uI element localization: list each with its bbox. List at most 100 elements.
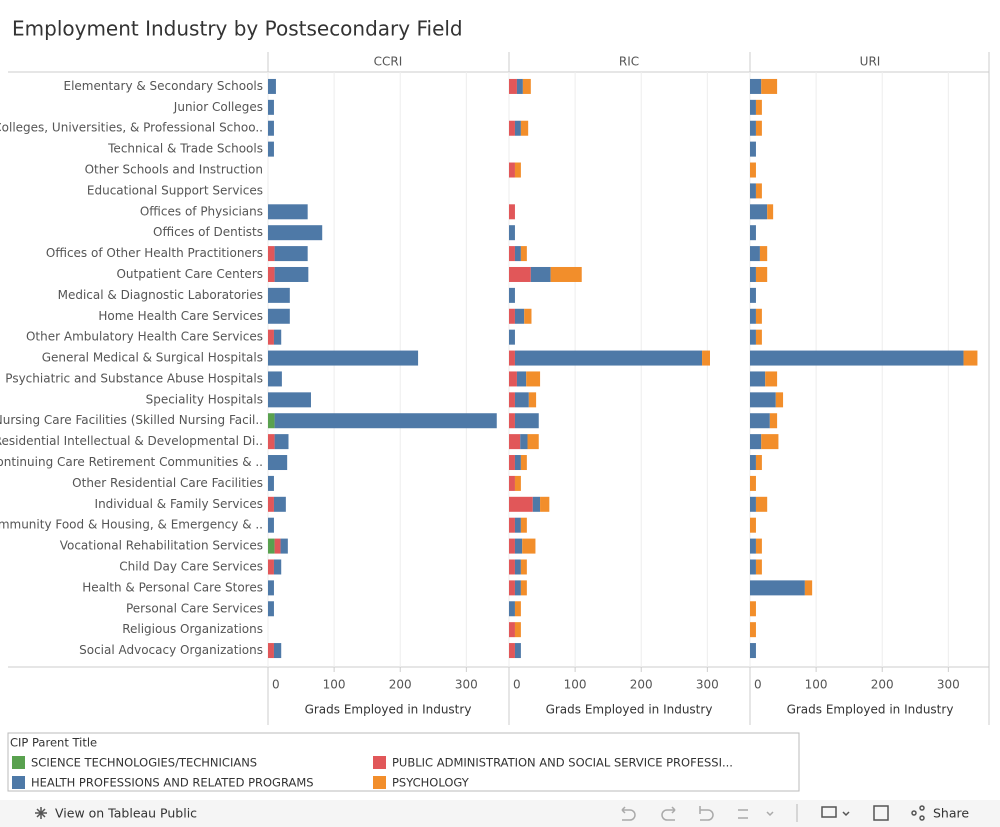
- bar-segment: [514, 517, 521, 533]
- bar-segment: [550, 266, 582, 282]
- bar-segment: [514, 559, 521, 575]
- bar-segment: [530, 266, 551, 282]
- bar-segment: [268, 308, 290, 324]
- bar-segment: [268, 78, 276, 94]
- x-tick-label: 300: [937, 678, 960, 692]
- bar-segment: [268, 225, 323, 241]
- bar-segment: [274, 538, 281, 554]
- category-label: Continuing Care Retirement Communities &…: [0, 455, 263, 469]
- bar-segment: [514, 350, 703, 366]
- x-tick-label: 200: [389, 678, 412, 692]
- x-axis-title: Grads Employed in Industry: [546, 703, 713, 717]
- bar-segment: [750, 204, 768, 220]
- bar-segment: [750, 622, 756, 638]
- chart-title: Employment Industry by Postsecondary Fie…: [12, 17, 463, 41]
- bar-segment: [274, 266, 309, 282]
- bar-segment: [750, 246, 760, 262]
- x-tick-label: 100: [564, 678, 587, 692]
- bar-segment: [268, 496, 274, 512]
- category-label: Residential Intellectual & Developmental…: [0, 434, 263, 448]
- bar-segment: [516, 78, 523, 94]
- share-button[interactable]: Share: [933, 806, 969, 821]
- bar-segment: [268, 141, 274, 157]
- bar-segment: [280, 538, 288, 554]
- category-label: Educational Support Services: [87, 183, 263, 197]
- bar-segment: [750, 141, 756, 157]
- bar-segment: [509, 601, 515, 617]
- bar-segment: [520, 455, 527, 471]
- bar-segment: [509, 475, 515, 491]
- bar-segment: [268, 266, 275, 282]
- bar-segment: [750, 392, 776, 408]
- x-tick-label: 100: [323, 678, 346, 692]
- bar-segment: [509, 225, 515, 241]
- category-label: Colleges, Universities, & Professional S…: [0, 121, 263, 135]
- bar-segment: [520, 580, 527, 596]
- bar-segment: [520, 517, 527, 533]
- bar-segment: [527, 434, 539, 450]
- x-tick-label: 0: [272, 678, 280, 692]
- bar-segment: [509, 246, 515, 262]
- toolbar-icons[interactable]: [621, 804, 925, 822]
- category-label: Nursing Care Facilities (Skilled Nursing…: [0, 413, 263, 427]
- toolbar: [0, 800, 1000, 827]
- bar-segment: [514, 475, 521, 491]
- bar-segment: [268, 350, 419, 366]
- bar-segment: [509, 350, 515, 366]
- bar-segment: [755, 538, 762, 554]
- bar-segment: [755, 266, 768, 282]
- category-label: Offices of Physicians: [140, 204, 263, 218]
- bar-segment: [755, 496, 768, 512]
- x-tick-label: 0: [513, 678, 521, 692]
- category-label: Medical & Diagnostic Laboratories: [58, 288, 263, 302]
- bar-segment: [528, 392, 537, 408]
- bar-segment: [509, 162, 515, 178]
- bar-segment: [509, 308, 515, 324]
- bar-segment: [755, 455, 762, 471]
- bar-segment: [750, 455, 756, 471]
- bar-segment: [514, 246, 521, 262]
- category-label: Other Schools and Instruction: [85, 163, 263, 177]
- bar-segment: [520, 246, 527, 262]
- bar-segment: [750, 99, 756, 115]
- bar-segment: [761, 434, 779, 450]
- bar-segment: [509, 538, 515, 554]
- bar-segment: [509, 392, 515, 408]
- bar-segment: [750, 538, 756, 554]
- bar-segment: [268, 475, 274, 491]
- bar-segment: [755, 308, 762, 324]
- legend-swatch: [12, 756, 25, 769]
- bar-segment: [273, 329, 282, 345]
- bar-segment: [520, 434, 528, 450]
- tableau-icon[interactable]: [35, 807, 47, 819]
- legend-label: PUBLIC ADMINISTRATION AND SOCIAL SERVICE…: [392, 756, 733, 770]
- bar-segment: [750, 350, 964, 366]
- category-label: Health & Personal Care Stores: [82, 580, 263, 594]
- bar-segment: [268, 455, 288, 471]
- bar-segment: [509, 580, 515, 596]
- category-label: Speciality Hospitals: [146, 392, 263, 406]
- bar-segment: [759, 246, 768, 262]
- bar-segment: [268, 434, 275, 450]
- bar-segment: [750, 329, 756, 345]
- bar-segment: [963, 350, 978, 366]
- bar-segment: [702, 350, 710, 366]
- bar-segment: [750, 601, 756, 617]
- bar-segment: [750, 266, 756, 282]
- bar-segment: [273, 559, 282, 575]
- view-link[interactable]: View on Tableau Public: [55, 806, 197, 821]
- legend-swatch: [373, 776, 386, 789]
- bar-segment: [509, 120, 515, 136]
- bar-segment: [522, 538, 536, 554]
- bar-segment: [520, 559, 527, 575]
- bar-segment: [516, 371, 527, 387]
- bar-segment: [750, 434, 762, 450]
- bar-segment: [509, 559, 515, 575]
- bar-segment: [509, 329, 515, 345]
- category-label: Outpatient Care Centers: [116, 267, 263, 281]
- x-axis-title: Grads Employed in Industry: [787, 703, 954, 717]
- bar-segment: [268, 287, 290, 303]
- bar-segment: [775, 392, 784, 408]
- category-label: Junior Colleges: [173, 100, 263, 114]
